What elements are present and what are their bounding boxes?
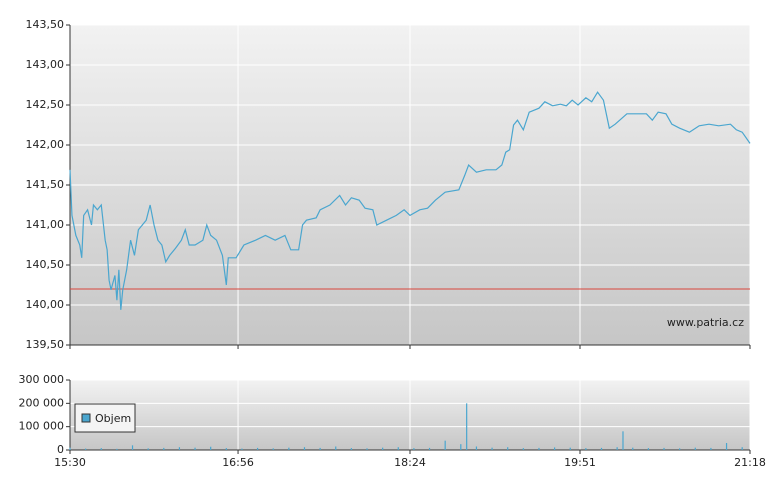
y-tick-label: 200 000 [19,396,65,409]
volume-bar [460,444,462,450]
volume-bar [585,448,587,450]
volume-bar [319,447,321,450]
volume-bar [632,447,634,450]
volume-bar [147,448,149,450]
volume-bar [194,447,196,450]
volume-bar [710,447,712,450]
y-tick-label: 141,50 [26,178,65,191]
volume-bar [725,443,728,450]
x-tick-label: 15:30 [54,456,86,469]
y-tick-label: 141,00 [26,218,65,231]
volume-bar [100,448,102,450]
volume-bar [569,447,571,450]
volume-bar [382,447,384,450]
volume-bar [553,447,556,450]
volume-bar [694,447,696,450]
x-tick-label: 21:18 [734,456,766,469]
y-tick-label: 140,50 [26,258,65,271]
volume-bar [507,447,509,450]
x-tick-label: 18:24 [394,456,426,469]
volume-bar [288,447,290,450]
volume-bar [466,403,468,450]
y-tick-label: 0 [57,443,64,456]
legend: Objem [74,403,136,433]
volume-bar [241,448,243,450]
y-tick-label: 300 000 [19,373,65,386]
volume-bar [116,448,118,450]
volume-bar [303,447,306,450]
legend-swatch [81,413,91,423]
volume-bar [538,447,540,450]
y-tick-label: 142,00 [26,138,65,151]
volume-bar [444,440,446,450]
volume-bar [663,447,665,450]
volume-bar [600,447,603,450]
volume-bar [163,447,165,450]
volume-bar [272,448,274,450]
volume-bar [475,446,478,450]
volume-bar [225,448,227,450]
x-tick-label: 19:51 [564,456,596,469]
volume-bar [366,448,368,450]
price-line [69,91,751,310]
volume-bar [679,448,681,450]
volume-bar [210,446,212,450]
volume-bar [522,448,524,450]
volume-bar [350,448,352,450]
y-tick-label: 139,50 [26,338,65,351]
y-tick-label: 142,50 [26,98,65,111]
y-tick-label: 100 000 [19,420,65,433]
volume-bar [647,448,649,450]
legend-label: Objem [95,412,131,425]
volume-bar [622,431,624,450]
volume-bar [397,447,399,450]
volume-bar [69,447,71,450]
volume-bar [491,447,493,450]
volume-bar [85,448,87,450]
volume-bar [335,446,337,450]
x-tick-label: 16:56 [222,456,254,469]
volume-bar [256,447,259,450]
volume-bar [741,447,743,450]
watermark: www.patria.cz [667,316,744,329]
y-tick-label: 143,00 [26,58,65,71]
volume-bar [178,447,181,450]
volume-bar [616,447,618,450]
volume-bar [428,447,431,450]
y-tick-label: 143,50 [26,18,65,31]
volume-bar [131,445,134,450]
y-tick-label: 140,00 [26,298,65,311]
volume-bar [413,448,415,450]
